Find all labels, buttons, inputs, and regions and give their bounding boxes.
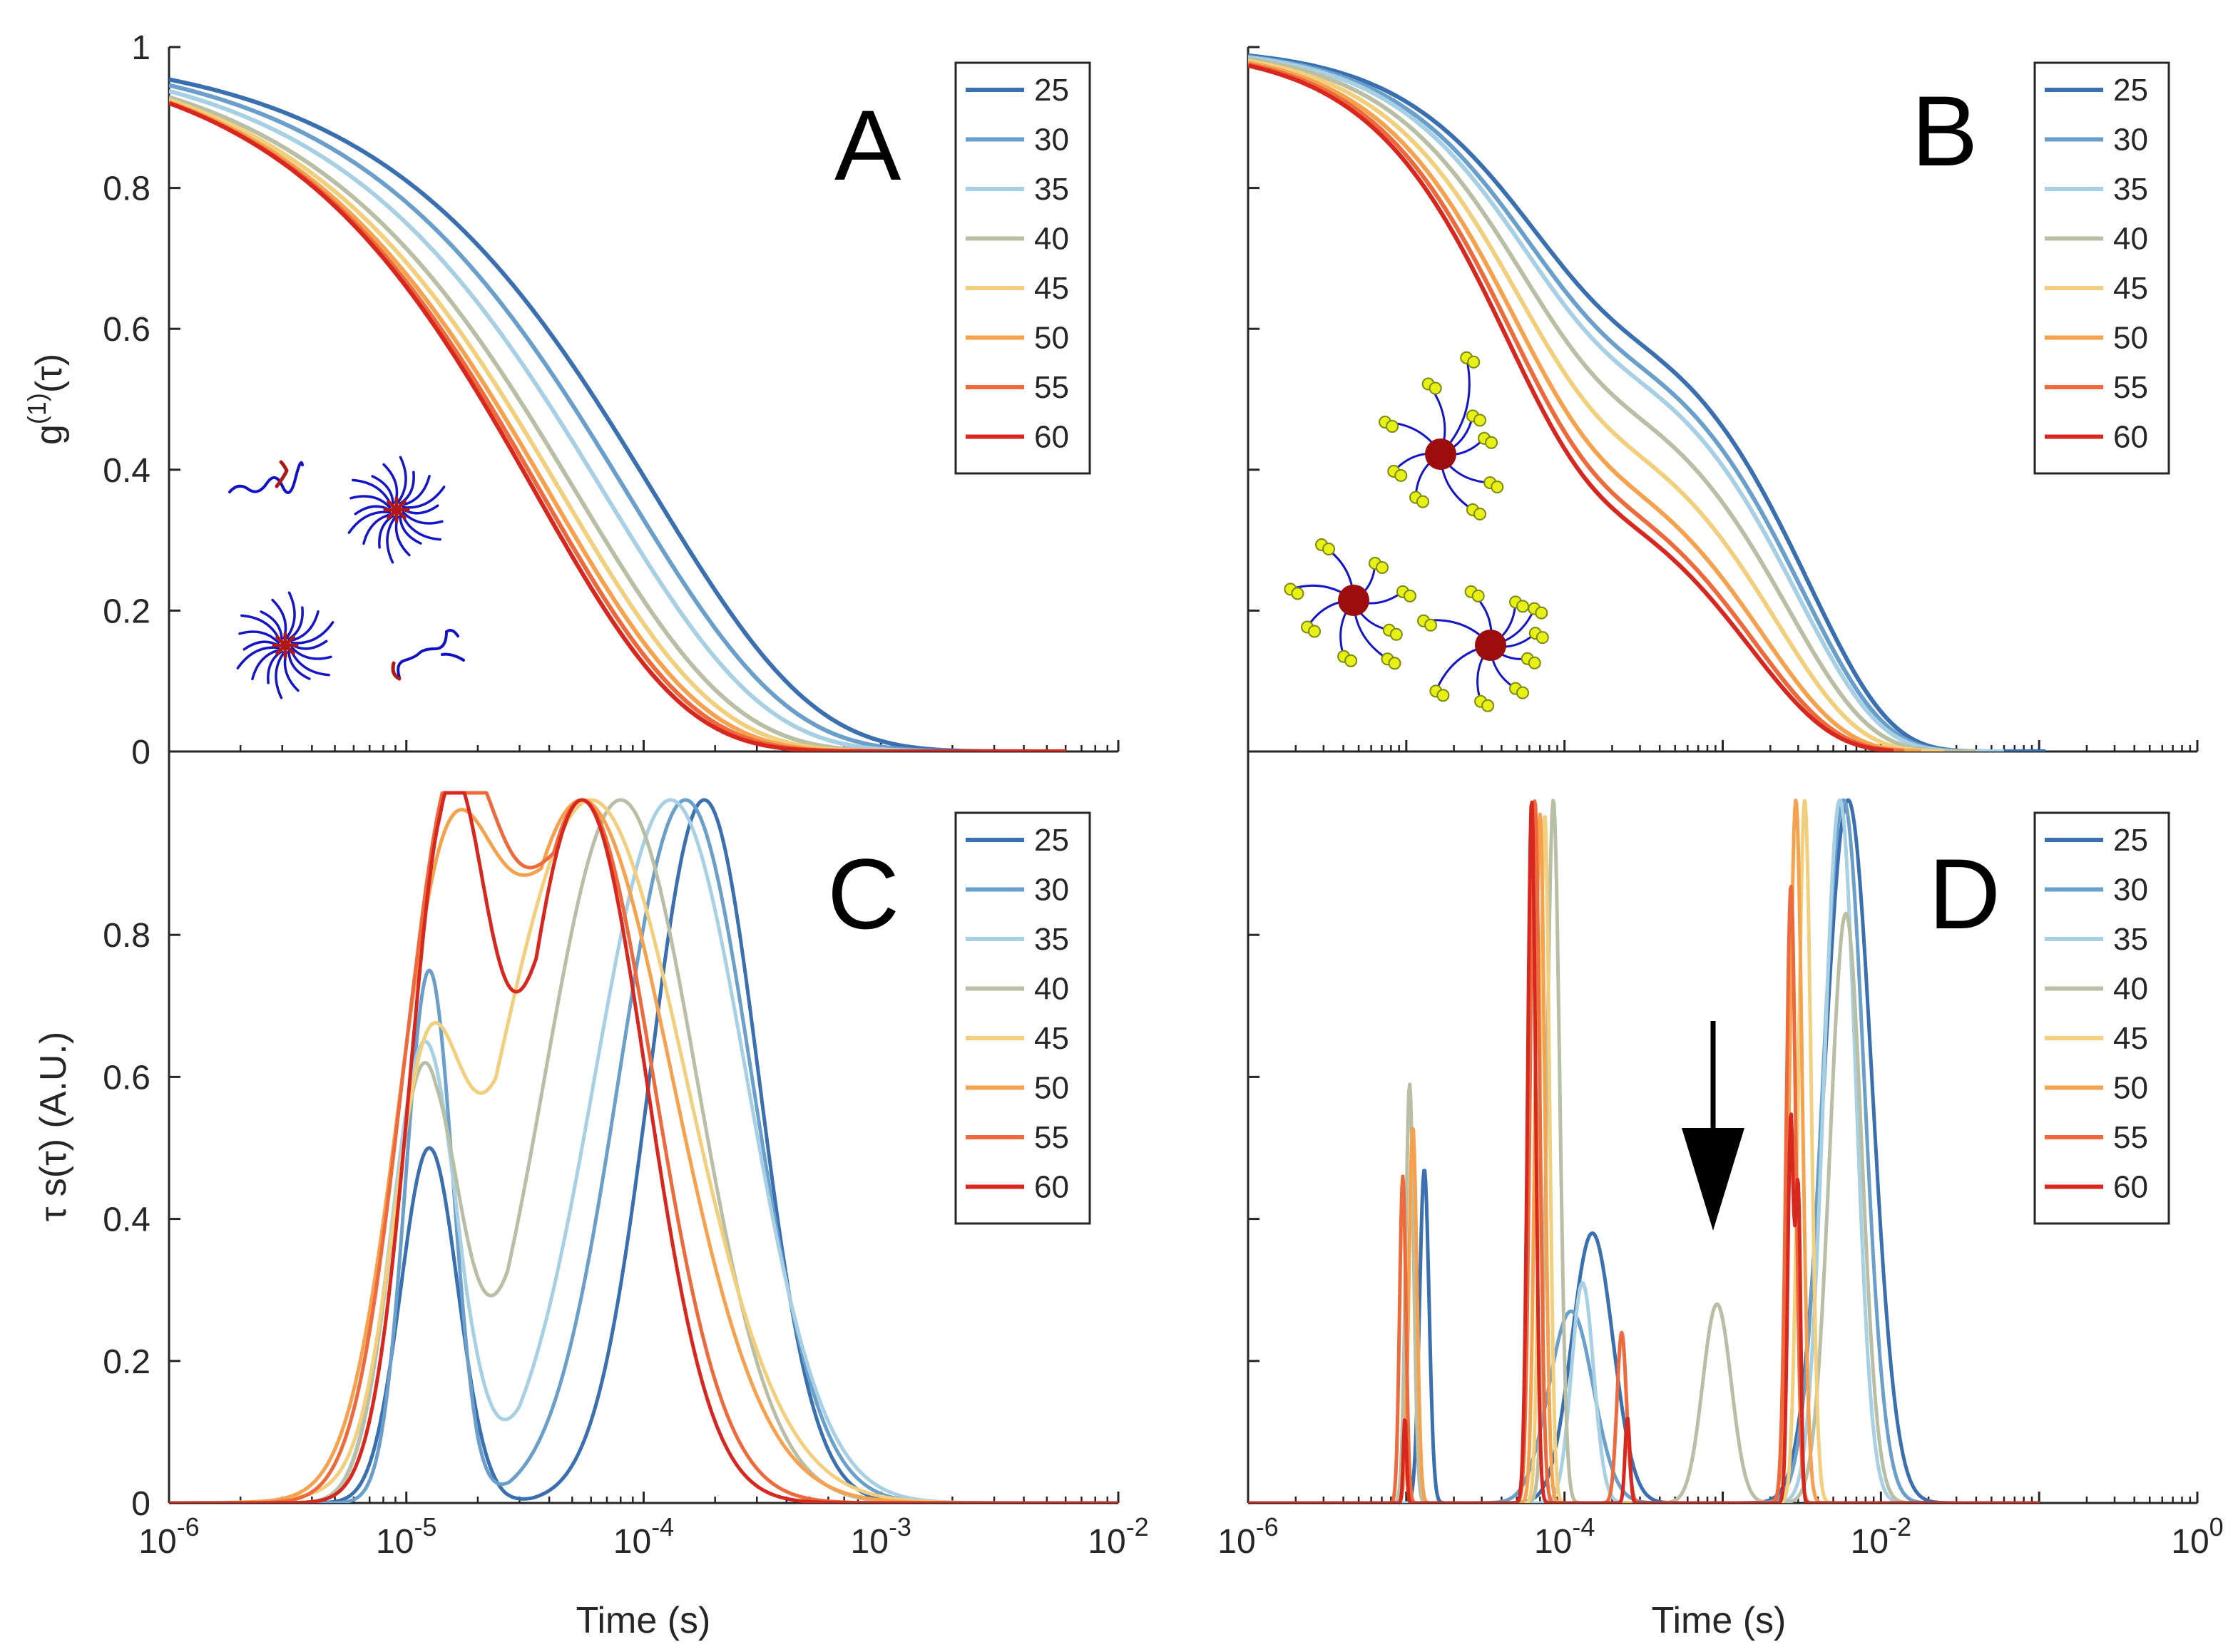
legend-label-40: 40 xyxy=(1034,222,1069,257)
legend-label-30: 30 xyxy=(2113,873,2148,908)
legend-label-35: 35 xyxy=(2113,172,2148,207)
panel-c: 10-6 10-5 10-4 10-3 10-2 0 0.2 0.4 0.6 0.8 25 30 35… xyxy=(103,751,1149,1561)
legend-label-35: 35 xyxy=(1034,172,1069,207)
legend-box xyxy=(2033,811,2170,1225)
series-line-45 xyxy=(1248,58,1945,751)
panel-c-legend: 25 30 35 40 45 50 55 60 xyxy=(954,811,1091,1225)
legend-label-45: 45 xyxy=(1034,1021,1069,1056)
legend-label-50: 50 xyxy=(2113,321,2148,356)
panel-a-letter: A xyxy=(834,89,901,201)
x-tick-label: 10-4 xyxy=(1534,1512,1595,1561)
series-line-25 xyxy=(1248,798,2040,1503)
y-tick-label: 0.2 xyxy=(103,592,150,630)
panel-b-legend: 25 30 35 40 45 50 55 60 xyxy=(2033,61,2170,475)
legend-label-30: 30 xyxy=(2113,123,2148,158)
series-line-25 xyxy=(169,77,1066,751)
panel-c-curves xyxy=(169,791,1118,1503)
series-line-25 xyxy=(1248,53,2046,751)
legend-label-60: 60 xyxy=(1034,1170,1069,1205)
y-tick-label: 0.4 xyxy=(103,452,150,490)
panel-c-y-axis-label: τ s(τ) (A.U.) xyxy=(33,1032,74,1221)
legend-label-55: 55 xyxy=(1034,1120,1069,1155)
series-line-60 xyxy=(169,791,1118,1503)
legend-label-25: 25 xyxy=(2113,823,2148,858)
panel-b: 25 30 35 40 45 50 55 60 B xyxy=(1247,46,2199,753)
legend-label-55: 55 xyxy=(1034,370,1069,405)
series-line-50 xyxy=(1248,61,1922,751)
y-tick-label: 0.8 xyxy=(103,917,150,955)
y-tick-label: 0.6 xyxy=(103,311,150,349)
x-tick-label: 10-6 xyxy=(1217,1512,1278,1561)
legend-label-55: 55 xyxy=(2113,1120,2148,1155)
panel-c-letter: C xyxy=(827,838,899,950)
legend-label-35: 35 xyxy=(1034,922,1069,957)
legend-box xyxy=(954,811,1091,1225)
panel-d: 10-6 10-4 10-2 100 25 30 35 40 45 50 55 60 D xyxy=(1217,751,2224,1561)
series-line-35 xyxy=(1248,55,2005,751)
legend-label-35: 35 xyxy=(2113,922,2148,957)
series-line-45 xyxy=(169,98,1066,751)
legend-label-50: 50 xyxy=(1034,321,1069,356)
legend-label-25: 25 xyxy=(2113,73,2148,108)
panel-d-x-axis-label: Time (s) xyxy=(1652,1600,1787,1641)
series-line-50 xyxy=(169,100,1066,751)
series-line-60 xyxy=(1248,63,1894,751)
x-tick-label: 10-3 xyxy=(851,1512,911,1561)
legend-label-40: 40 xyxy=(1034,972,1069,1007)
legend-label-30: 30 xyxy=(1034,873,1069,908)
legend-label-40: 40 xyxy=(2113,972,2148,1007)
x-tick-label: 10-4 xyxy=(613,1512,674,1561)
legend-label-50: 50 xyxy=(2113,1071,2148,1106)
x-tick-label: 10-5 xyxy=(376,1512,436,1561)
star-polymer-illustration xyxy=(1284,351,1549,712)
y-tick-label: 0.2 xyxy=(103,1343,150,1381)
panel-a-curves xyxy=(169,77,1066,751)
panel-a: 0 0.2 0.4 0.6 0.8 1 25 30 35 40 45 50 55 60 A xyxy=(103,29,1120,771)
panel-c-x-axis-label: Time (s) xyxy=(576,1600,711,1641)
legend-label-55: 55 xyxy=(2113,370,2148,405)
series-line-60 xyxy=(169,101,1066,751)
panel-a-y-axis-label: g(1)(τ) xyxy=(22,354,70,445)
legend-box xyxy=(2033,61,2170,475)
legend-label-60: 60 xyxy=(1034,420,1069,455)
x-tick-label: 10-6 xyxy=(138,1512,199,1561)
legend-label-45: 45 xyxy=(2113,271,2148,306)
panel-d-curves xyxy=(1248,798,2040,1503)
panel-b-curves xyxy=(1248,53,2046,751)
panel-a-legend: 25 30 35 40 45 50 55 60 xyxy=(954,61,1091,475)
y-tick-label: 0.4 xyxy=(103,1201,150,1239)
x-tick-label: 10-2 xyxy=(1851,1512,1911,1561)
legend-label-45: 45 xyxy=(1034,271,1069,306)
y-tick-label: 0.8 xyxy=(103,170,150,208)
legend-label-50: 50 xyxy=(1034,1071,1069,1106)
micelle-illustration xyxy=(228,456,465,699)
panel-d-letter: D xyxy=(1928,838,2000,950)
panel-d-legend: 25 30 35 40 45 50 55 60 xyxy=(2033,811,2170,1225)
panel-a-axes: 0 0.2 0.4 0.6 0.8 1 xyxy=(103,29,1120,771)
legend-label-40: 40 xyxy=(2113,222,2148,257)
y-tick-label: 0 xyxy=(131,734,150,771)
x-tick-label: 10-2 xyxy=(1088,1512,1148,1561)
legend-label-45: 45 xyxy=(2113,1021,2148,1056)
series-line-55 xyxy=(1248,62,1905,751)
series-line-40 xyxy=(1248,56,1977,751)
y-tick-label: 0 xyxy=(131,1485,150,1523)
series-line-55 xyxy=(169,791,1118,1503)
legend-label-60: 60 xyxy=(2113,1170,2148,1205)
series-line-30 xyxy=(1248,54,2005,751)
y-tick-label: 1 xyxy=(131,29,150,67)
legend-label-60: 60 xyxy=(2113,420,2148,455)
panel-b-letter: B xyxy=(1911,75,1978,187)
legend-label-25: 25 xyxy=(1034,823,1069,858)
down-arrow-icon xyxy=(1682,1021,1744,1231)
x-tick-label: 100 xyxy=(2171,1512,2223,1561)
legend-label-25: 25 xyxy=(1034,73,1069,108)
legend-box xyxy=(954,61,1091,475)
legend-label-30: 30 xyxy=(1034,123,1069,158)
y-tick-label: 0.6 xyxy=(103,1059,150,1097)
